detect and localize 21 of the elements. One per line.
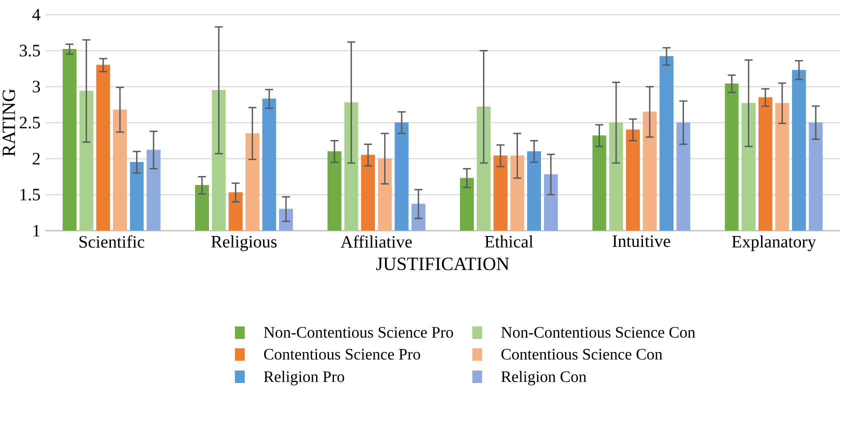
legend-label: Non-Contentious Science Con bbox=[501, 327, 696, 338]
y-tick-label: 2 bbox=[32, 153, 40, 165]
x-tick-label: Explanatory bbox=[732, 236, 816, 252]
legend-label: Contentious Science Con bbox=[501, 349, 662, 360]
y-tick-label: 3 bbox=[32, 81, 40, 93]
legend-label: Religion Pro bbox=[264, 371, 344, 386]
x-tick-label: Intuitive bbox=[612, 236, 670, 248]
y-tick-label: 3.5 bbox=[20, 44, 40, 57]
x-tick-label: Affiliative bbox=[340, 236, 412, 248]
legend-label: Contentious Science Pro bbox=[264, 349, 420, 360]
legend-label: Non-Contentious Science Pro bbox=[264, 327, 454, 338]
y-axis-title: RATING bbox=[2, 89, 16, 157]
y-tick-label: 1.5 bbox=[20, 188, 40, 201]
y-tick-label: 2.5 bbox=[20, 116, 40, 129]
x-tick-label: Scientific bbox=[80, 236, 144, 248]
y-tick-label: 4 bbox=[32, 9, 40, 21]
legend-label: Religion Con bbox=[501, 371, 586, 386]
x-axis-title: JUSTIFICATION bbox=[376, 258, 510, 270]
y-tick-label: 1 bbox=[33, 225, 40, 237]
x-tick-label: Ethical bbox=[484, 236, 534, 248]
x-tick-label: Religious bbox=[211, 236, 277, 252]
